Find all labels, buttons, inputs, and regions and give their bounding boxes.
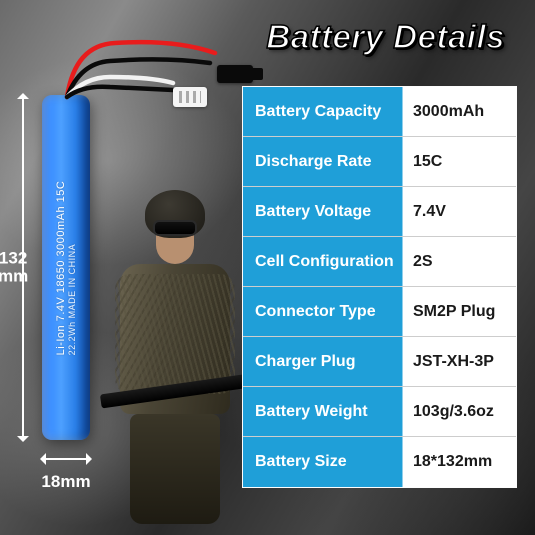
spec-value: SM2P Plug (403, 287, 516, 336)
spec-label: Charger Plug (243, 337, 403, 386)
battery-illustration: Li-Ion 7.4V 18650 3000mAh 15C 22.2Wh MAD… (42, 95, 90, 440)
spec-value: 2S (403, 237, 516, 286)
table-row: Battery Voltage7.4V (243, 187, 516, 237)
table-row: Battery Size18*132mm (243, 437, 516, 487)
table-row: Discharge Rate15C (243, 137, 516, 187)
spec-label: Cell Configuration (243, 237, 403, 286)
spec-label: Battery Capacity (243, 87, 403, 136)
sm2p-connector-icon (217, 65, 253, 83)
width-value: 18mm (41, 472, 90, 492)
height-value: 132 (0, 248, 27, 267)
spec-label: Battery Size (243, 437, 403, 487)
table-row: Battery Weight103g/3.6oz (243, 387, 516, 437)
battery-label-line1: Li-Ion 7.4V 18650 3000mAh 15C (55, 180, 67, 355)
table-row: Charger PlugJST-XH-3P (243, 337, 516, 387)
table-row: Cell Configuration2S (243, 237, 516, 287)
battery-wires (55, 35, 185, 125)
page-title: Battery Details (266, 18, 505, 56)
width-dimension: 18mm (42, 448, 90, 472)
jst-connector-icon (173, 87, 207, 107)
spec-value: JST-XH-3P (403, 337, 516, 386)
height-dimension: 132 mm (8, 95, 38, 440)
specs-table: Battery Capacity3000mAhDischarge Rate15C… (242, 86, 517, 488)
soldier-illustration (90, 190, 260, 510)
spec-label: Connector Type (243, 287, 403, 336)
height-unit: mm (0, 267, 28, 286)
battery-label-line2: 22.2Wh MADE IN CHINA (67, 180, 77, 355)
spec-value: 103g/3.6oz (403, 387, 516, 436)
battery-print-label: Li-Ion 7.4V 18650 3000mAh 15C 22.2Wh MAD… (55, 180, 77, 355)
spec-value: 7.4V (403, 187, 516, 236)
spec-label: Battery Voltage (243, 187, 403, 236)
spec-value: 3000mAh (403, 87, 516, 136)
spec-value: 15C (403, 137, 516, 186)
table-row: Connector TypeSM2P Plug (243, 287, 516, 337)
table-row: Battery Capacity3000mAh (243, 87, 516, 137)
spec-value: 18*132mm (403, 437, 516, 487)
spec-label: Discharge Rate (243, 137, 403, 186)
spec-label: Battery Weight (243, 387, 403, 436)
